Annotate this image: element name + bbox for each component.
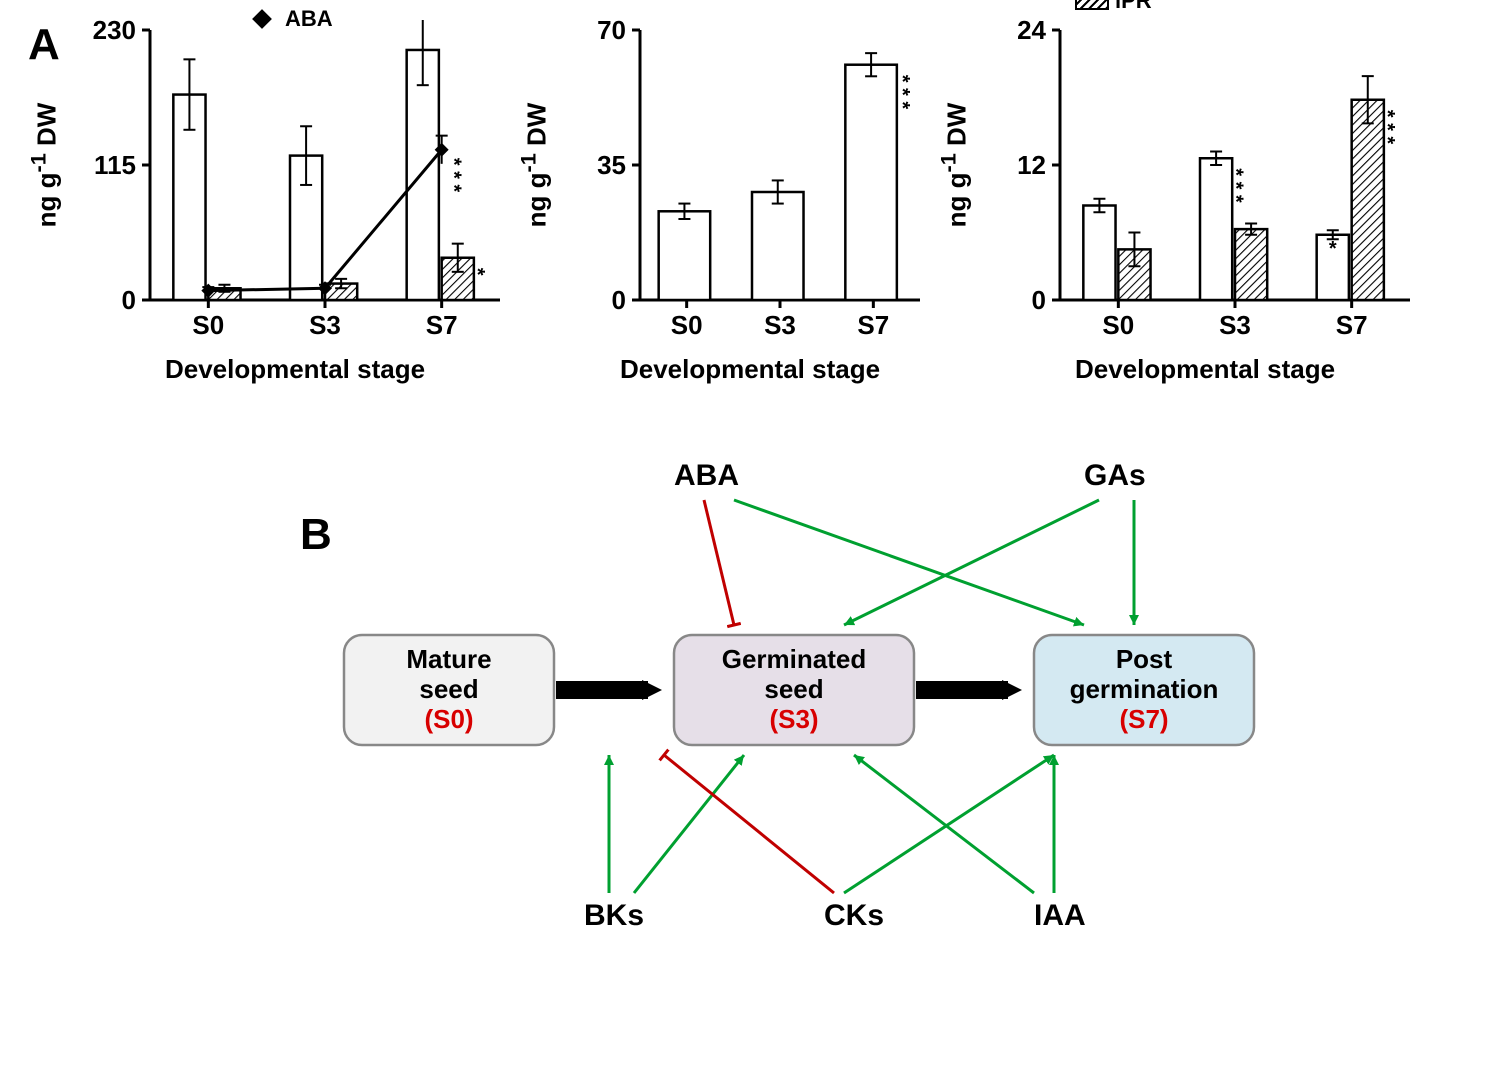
svg-text:S0: S0 (671, 310, 703, 340)
svg-text:115: 115 (94, 150, 136, 180)
figure-container: A GA4GA3ABA0115230S0S3S7** * *ng g-1 DWD… (20, 20, 1487, 945)
svg-text:germination: germination (1069, 674, 1218, 704)
svg-text:GAs: GAs (1084, 459, 1146, 492)
x-axis-label: Developmental stage (80, 354, 510, 385)
svg-text:* * *: * * * (1224, 168, 1246, 203)
y-axis-label: ng g-1 DW (516, 103, 553, 228)
chart-chart3: iPiPR01224S0S3S7* * *** * *ng g-1 DWDeve… (990, 20, 1420, 385)
legend-label: iPR (1115, 0, 1152, 14)
panel-b-diagram: Matureseed(S0)Germinatedseed(S3)Postgerm… (20, 415, 1487, 945)
svg-text:12: 12 (1017, 150, 1046, 180)
svg-text:(S0): (S0) (424, 704, 473, 734)
svg-text:230: 230 (93, 20, 136, 45)
legend-item: GA3 (245, 0, 333, 4)
svg-text:BKs: BKs (584, 899, 644, 932)
svg-text:seed: seed (419, 674, 478, 704)
legend-item: iPR (1075, 0, 1152, 14)
legend: IAA (725, 0, 803, 3)
legend-item: ABA (245, 6, 333, 32)
svg-text:0: 0 (122, 285, 136, 315)
svg-text:35: 35 (597, 150, 626, 180)
svg-text:CKs: CKs (824, 899, 884, 932)
chart-chart2: IAA03570S0S3S7* * *ng g-1 DWDevelopmenta… (570, 20, 930, 385)
svg-text:S7: S7 (1336, 310, 1368, 340)
svg-text:0: 0 (1032, 285, 1046, 315)
legend: GA4GA3ABA (245, 0, 333, 34)
svg-text:*: * (466, 268, 488, 276)
x-axis-label: Developmental stage (990, 354, 1420, 385)
svg-text:S0: S0 (192, 310, 224, 340)
svg-text:Post: Post (1115, 644, 1172, 674)
svg-text:IAA: IAA (1034, 899, 1086, 932)
legend-item: IAA (725, 0, 803, 1)
legend: iPiPR (1075, 0, 1152, 16)
panel-a-charts: GA4GA3ABA0115230S0S3S7** * *ng g-1 DWDev… (80, 20, 1487, 385)
svg-text:(S3): (S3) (769, 704, 818, 734)
panel-label-a: A (28, 20, 60, 70)
svg-text:S3: S3 (309, 310, 341, 340)
svg-text:0: 0 (612, 285, 626, 315)
svg-text:*: * (1329, 238, 1337, 260)
chart-chart1: GA4GA3ABA0115230S0S3S7** * *ng g-1 DWDev… (80, 20, 510, 385)
svg-text:S3: S3 (1219, 310, 1251, 340)
svg-text:* * *: * * * (891, 75, 913, 110)
legend-swatch-icon (1075, 0, 1109, 10)
svg-text:S0: S0 (1102, 310, 1134, 340)
legend-diamond-icon (252, 9, 272, 29)
svg-text:Germinated: Germinated (721, 644, 866, 674)
legend-label: IAA (765, 0, 803, 1)
svg-text:70: 70 (597, 20, 626, 45)
svg-text:* * *: * * * (443, 158, 465, 193)
svg-text:ABA: ABA (674, 459, 739, 492)
svg-text:S3: S3 (764, 310, 796, 340)
svg-text:S7: S7 (426, 310, 458, 340)
svg-text:S7: S7 (857, 310, 889, 340)
svg-text:Mature: Mature (406, 644, 491, 674)
x-axis-label: Developmental stage (570, 354, 930, 385)
svg-text:24: 24 (1017, 20, 1046, 45)
svg-text:seed: seed (764, 674, 823, 704)
y-axis-label: ng g-1 DW (26, 103, 63, 228)
svg-text:(S7): (S7) (1119, 704, 1168, 734)
legend-label: GA3 (285, 0, 330, 4)
svg-text:* * *: * * * (1376, 110, 1398, 145)
y-axis-label: ng g-1 DW (936, 103, 973, 228)
legend-label: ABA (285, 6, 333, 32)
